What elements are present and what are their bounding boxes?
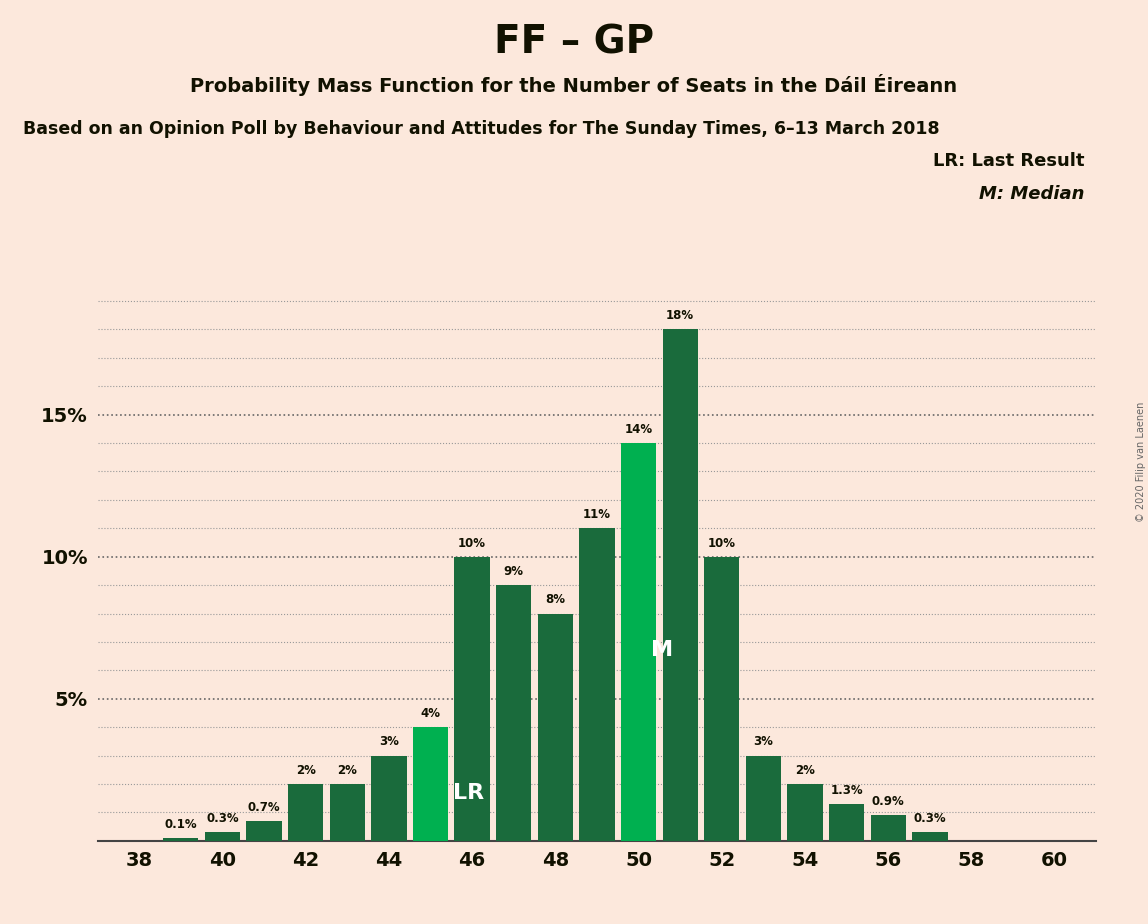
Text: 14%: 14% bbox=[625, 423, 652, 436]
Bar bbox=[204, 833, 240, 841]
Bar bbox=[247, 821, 281, 841]
Text: Probability Mass Function for the Number of Seats in the Dáil Éireann: Probability Mass Function for the Number… bbox=[191, 74, 957, 96]
Text: 0.3%: 0.3% bbox=[207, 812, 239, 825]
Bar bbox=[496, 585, 532, 841]
Bar bbox=[329, 784, 365, 841]
Bar bbox=[704, 556, 739, 841]
Bar bbox=[746, 756, 781, 841]
Text: 9%: 9% bbox=[504, 565, 523, 578]
Text: M: M bbox=[651, 640, 673, 660]
Text: 2%: 2% bbox=[338, 764, 357, 777]
Text: 8%: 8% bbox=[545, 593, 565, 606]
Text: FF – GP: FF – GP bbox=[494, 23, 654, 61]
Bar bbox=[662, 329, 698, 841]
Bar bbox=[870, 815, 906, 841]
Text: 0.7%: 0.7% bbox=[248, 801, 280, 814]
Bar bbox=[537, 614, 573, 841]
Bar bbox=[288, 784, 324, 841]
Text: © 2020 Filip van Laenen: © 2020 Filip van Laenen bbox=[1135, 402, 1146, 522]
Text: 3%: 3% bbox=[379, 736, 398, 748]
Bar bbox=[163, 838, 199, 841]
Text: Based on an Opinion Poll by Behaviour and Attitudes for The Sunday Times, 6–13 M: Based on an Opinion Poll by Behaviour an… bbox=[23, 120, 939, 138]
Text: M: Median: M: Median bbox=[979, 185, 1085, 202]
Text: 11%: 11% bbox=[583, 508, 611, 521]
Text: LR: Last Result: LR: Last Result bbox=[933, 152, 1085, 170]
Bar bbox=[455, 556, 490, 841]
Bar bbox=[413, 727, 448, 841]
Text: 18%: 18% bbox=[666, 310, 695, 322]
Bar bbox=[788, 784, 823, 841]
Text: 3%: 3% bbox=[753, 736, 774, 748]
Text: 0.9%: 0.9% bbox=[871, 796, 905, 808]
Bar bbox=[913, 833, 947, 841]
Text: 10%: 10% bbox=[458, 537, 486, 550]
Text: 4%: 4% bbox=[420, 707, 441, 720]
Bar bbox=[371, 756, 406, 841]
Text: 0.1%: 0.1% bbox=[164, 818, 197, 831]
Text: 1.3%: 1.3% bbox=[830, 784, 863, 796]
Text: 2%: 2% bbox=[296, 764, 316, 777]
Text: 10%: 10% bbox=[708, 537, 736, 550]
Bar bbox=[621, 444, 657, 841]
Text: 0.3%: 0.3% bbox=[914, 812, 946, 825]
Bar bbox=[580, 529, 614, 841]
Bar bbox=[829, 804, 864, 841]
Text: 2%: 2% bbox=[796, 764, 815, 777]
Text: LR: LR bbox=[453, 784, 484, 803]
